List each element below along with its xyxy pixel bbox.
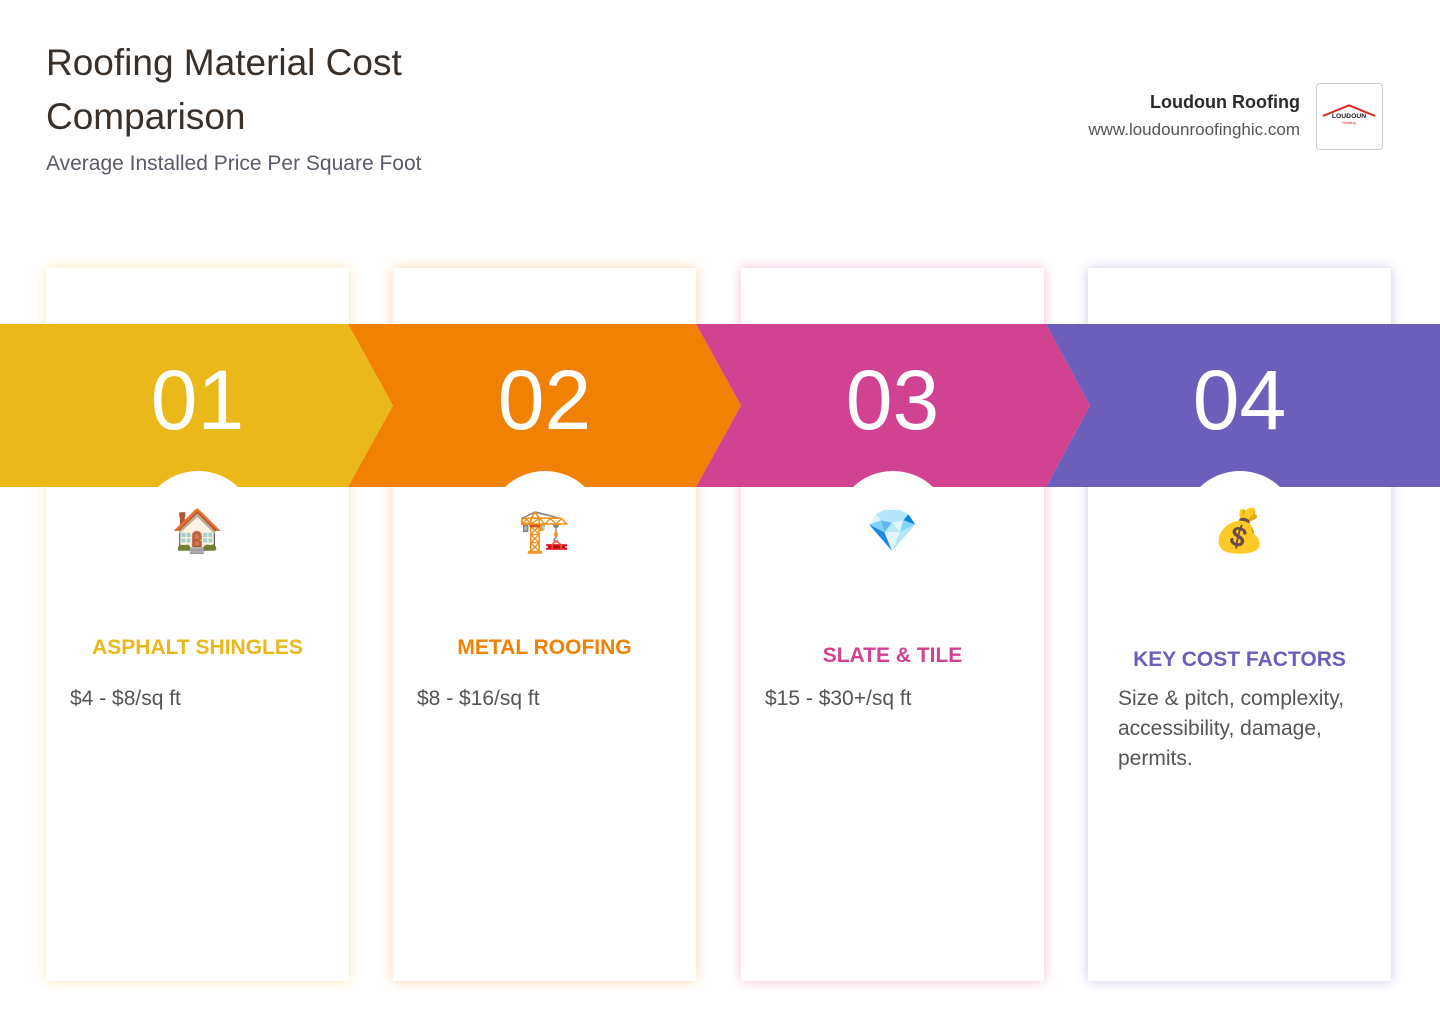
card-number: 02 — [497, 353, 592, 447]
card-title: SLATE & TILE — [822, 644, 963, 667]
logo-subtext: Roofing — [1342, 120, 1355, 125]
card-text: $8 - $16/sq ft — [417, 687, 540, 710]
subtitle: Average Installed Price Per Square Foot — [46, 152, 422, 175]
card-number: 01 — [150, 353, 245, 447]
brand-name: Loudoun Roofing — [1150, 92, 1300, 112]
card-text: Size & pitch, complexity, accessibility,… — [1118, 687, 1345, 770]
card-icon: 🏗️ — [486, 471, 603, 587]
logo: LOUDOUN Roofing — [1316, 83, 1383, 150]
card-number: 03 — [845, 353, 940, 447]
brand-url[interactable]: www.loudounroofinghic.com — [1088, 120, 1300, 139]
card-number: 04 — [1192, 353, 1287, 447]
card-text: $4 - $8/sq ft — [70, 687, 181, 710]
band-segment — [1046, 324, 1440, 487]
band-segment — [348, 324, 741, 487]
band — [0, 324, 1440, 487]
band-segment — [0, 324, 393, 487]
card-title: KEY COST FACTORS — [1133, 648, 1346, 671]
card-icon: 💎 — [834, 471, 951, 587]
card-title: METAL ROOFING — [457, 636, 632, 659]
card-text: $15 - $30+/sq ft — [765, 687, 912, 710]
logo-roof — [1322, 104, 1376, 117]
title: Roofing Material Cost Comparison — [46, 42, 402, 137]
band-segment — [696, 324, 1090, 487]
card-icon: 🏠 — [139, 471, 256, 587]
logo-text: LOUDOUN — [1332, 113, 1366, 120]
card-icon: 💰 — [1181, 471, 1298, 587]
card-title: ASPHALT SHINGLES — [92, 636, 303, 659]
